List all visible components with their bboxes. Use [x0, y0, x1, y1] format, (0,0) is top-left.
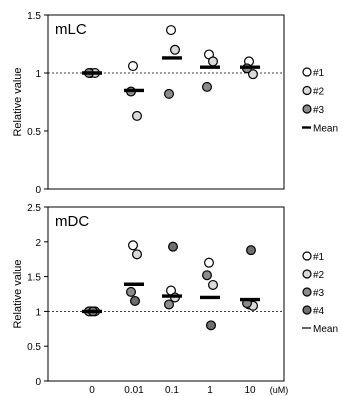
legend-marker-1	[302, 67, 312, 77]
data-point-series-1-cat-1	[128, 240, 139, 251]
y-tick-label: 1	[35, 307, 41, 318]
legend-marker-2	[302, 85, 312, 96]
data-point-series-3-cat-3	[202, 81, 213, 92]
legend-marker-3	[302, 104, 312, 114]
panel-title: mLC	[55, 21, 87, 38]
plot-frame-0	[47, 14, 285, 190]
legend-label: #3	[313, 288, 325, 299]
y-tick-label: 0.5	[27, 127, 41, 138]
legend-mean-label: Mean	[313, 324, 338, 335]
data-point-series-2-cat-1	[132, 249, 143, 260]
legend-label: #4	[313, 306, 325, 317]
y-axis-label: Relative value	[12, 259, 24, 328]
y-tick-label: 1.5	[27, 273, 41, 284]
data-point-series-3-cat-1	[125, 286, 136, 297]
legend-marker-4	[302, 305, 312, 315]
data-point-series-1-cat-1	[128, 61, 139, 72]
x-tick-label: 0.01	[124, 385, 144, 396]
legend-label: #1	[313, 252, 325, 263]
data-point-series-1-cat-3	[204, 257, 215, 268]
data-point-series-4-cat-4	[246, 245, 257, 256]
y-tick-label: 0	[35, 377, 41, 388]
data-point-series-2-cat-3	[208, 279, 219, 290]
data-point-series-4-cat-2	[168, 241, 179, 252]
y-tick-label: 1	[35, 69, 41, 80]
x-tick-label: 0.1	[165, 385, 179, 396]
data-point-series-2-cat-2	[170, 44, 181, 55]
plot-frame-1	[47, 206, 285, 382]
data-point-series-3-cat-2	[164, 299, 175, 310]
data-point-series-3-cat-2	[164, 88, 175, 99]
data-point-series-2-cat-3	[208, 56, 219, 67]
data-point-series-2-cat-4	[248, 69, 259, 80]
data-point-series-4-cat-1	[130, 295, 141, 306]
data-point-series-4-cat-3	[206, 320, 217, 331]
y-tick-label: 2	[35, 238, 41, 249]
legend-marker-1	[302, 251, 312, 261]
legend-label: #1	[313, 68, 325, 79]
data-point-series-2-cat-1	[132, 110, 143, 121]
y-tick-label: 0.5	[27, 342, 41, 353]
y-tick-label: 0	[35, 185, 41, 196]
data-point-series-1-cat-2	[166, 25, 177, 36]
legend-label: #3	[313, 105, 325, 116]
legend-label: #2	[313, 87, 325, 98]
legend-marker-2	[302, 269, 312, 279]
y-axis-label: Relative value	[12, 67, 24, 136]
y-tick-label: 1.5	[27, 11, 41, 22]
y-tick-label: 2.5	[27, 203, 41, 214]
legend-marker-3	[302, 287, 312, 297]
x-tick-label: 1	[207, 385, 213, 396]
x-tick-label: 10	[244, 385, 256, 396]
panel-title: mDC	[55, 213, 89, 230]
x-tick-label: 0	[89, 385, 95, 396]
data-point-series-3-cat-3	[202, 270, 213, 281]
x-axis-unit: (uM)	[270, 385, 289, 395]
legend-mean-label: Mean	[313, 124, 338, 135]
legend-label: #2	[313, 270, 325, 281]
